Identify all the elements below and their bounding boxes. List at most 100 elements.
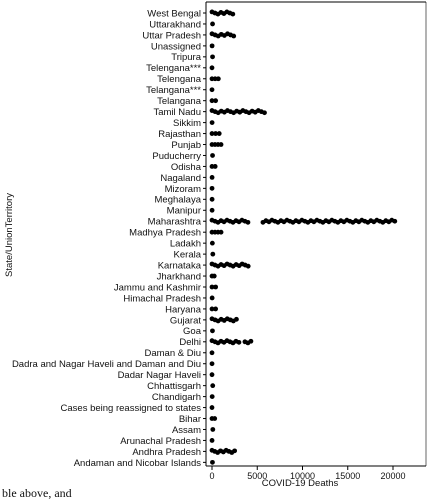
y-tick-label: Jharkhand [157, 271, 201, 282]
data-point [209, 306, 215, 312]
y-tick-label: Uttar Pradesh [142, 30, 201, 41]
x-tick-label: 10000 [290, 471, 315, 481]
data-point [392, 218, 398, 224]
y-tick-label: Unassigned [151, 41, 201, 52]
data-point [213, 306, 219, 312]
data-point [209, 438, 215, 443]
data-point [210, 54, 215, 60]
y-tick-label: Gujarat [170, 315, 202, 326]
data-point [209, 87, 215, 93]
data-point [209, 175, 215, 180]
y-tick-label: Puducherry [152, 151, 201, 162]
data-point [218, 142, 224, 147]
data-point [210, 328, 215, 334]
data-point [230, 11, 236, 17]
y-tick-label: Uttarakhand [149, 19, 201, 30]
x-tick-label: 20000 [380, 471, 405, 481]
y-tick-label: West Bengal [147, 8, 201, 19]
data-point [209, 240, 215, 246]
data-point [236, 339, 242, 345]
data-points [209, 9, 398, 465]
y-tick-label: Tripura [171, 52, 201, 63]
y-axis-title: State/UnionTerritory [4, 193, 15, 277]
data-point [209, 295, 215, 301]
data-point [210, 459, 215, 465]
y-tick-label: Kerala [174, 250, 202, 261]
y-tick-label: Mizoram [165, 184, 202, 195]
data-point [212, 164, 218, 169]
x-ticks: 0 5000 10000 15000 20000 [209, 466, 406, 481]
data-point [210, 21, 215, 27]
data-point [210, 383, 216, 389]
y-tick-label: Odisha [171, 162, 202, 173]
y-tick-label: Telangana*** [146, 85, 201, 96]
y-tick-label: Tamil Nadu [153, 107, 201, 118]
data-point [209, 394, 215, 399]
y-tick-label: Chandigarh [152, 392, 201, 403]
y-tick-label: Nagaland [160, 173, 201, 184]
text-fragment: ble above, and [2, 486, 72, 500]
data-point [231, 33, 237, 39]
data-point [209, 284, 215, 290]
y-tick-label: Daman & Diu [145, 348, 202, 359]
y-tick-label: Maharashtra [148, 217, 202, 228]
data-point [209, 185, 215, 191]
data-point [209, 405, 215, 410]
data-point [218, 229, 224, 235]
y-tick-label: Madhya Pradesh [129, 228, 201, 239]
y-tick-label: Telangana [157, 96, 202, 107]
data-point [210, 251, 216, 257]
y-tick-label: Delhi [179, 337, 201, 348]
y-tick-label: Telengana*** [146, 63, 201, 74]
data-point [209, 98, 215, 104]
y-tick-label: Dadar Nagar Haveli [118, 370, 201, 381]
y-tick-label: Ladakh [170, 239, 201, 250]
data-point [209, 196, 215, 202]
y-ticks [203, 12, 206, 463]
data-point [209, 43, 215, 49]
y-tick-label: Cases being reassigned to states [61, 403, 202, 414]
data-point [209, 350, 215, 356]
data-point [213, 284, 219, 290]
data-point [262, 110, 267, 116]
data-point [248, 338, 254, 344]
data-point [209, 372, 215, 378]
data-point [209, 131, 215, 136]
data-point [232, 448, 238, 454]
data-point [213, 98, 219, 104]
y-tick-label: Bihar [179, 414, 201, 425]
data-point [211, 273, 217, 279]
data-point [245, 219, 251, 225]
data-point [213, 131, 219, 136]
y-tick-label: Rajasthan [158, 129, 201, 140]
x-axis-title: COVID-19 Deaths [262, 478, 339, 489]
y-tick-label: Goa [183, 326, 202, 337]
data-point [212, 416, 218, 421]
y-tick-label: Arunachal Pradesh [120, 436, 201, 447]
data-point [209, 120, 215, 125]
data-point [210, 427, 216, 432]
data-point [209, 65, 215, 71]
data-point [209, 207, 215, 213]
x-tick-label: 5000 [247, 471, 267, 481]
data-point [216, 131, 222, 136]
y-tick-label: Telengana [157, 74, 202, 85]
y-tick-label: Sikkim [173, 118, 201, 129]
y-tick-label: Jammu and Kashmir [114, 282, 201, 293]
data-point [245, 263, 251, 269]
y-tick-label: Himachal Pradesh [123, 293, 201, 304]
x-tick-label: 0 [209, 471, 214, 481]
y-tick-label: Andhra Pradesh [132, 447, 201, 458]
y-tick-label: Andaman and Nicobar Islands [74, 458, 202, 469]
y-tick-label: Manipur [167, 206, 201, 217]
data-point [234, 316, 239, 322]
x-tick-label: 15000 [335, 471, 360, 481]
data-point [210, 153, 215, 158]
y-tick-label: Haryana [165, 304, 202, 315]
y-tick-label: Punjab [171, 140, 201, 151]
y-tick-label: Chhattisgarh [147, 381, 201, 392]
y-tick-label: Assam [172, 425, 201, 436]
y-tick-label: Karnataka [158, 260, 202, 271]
